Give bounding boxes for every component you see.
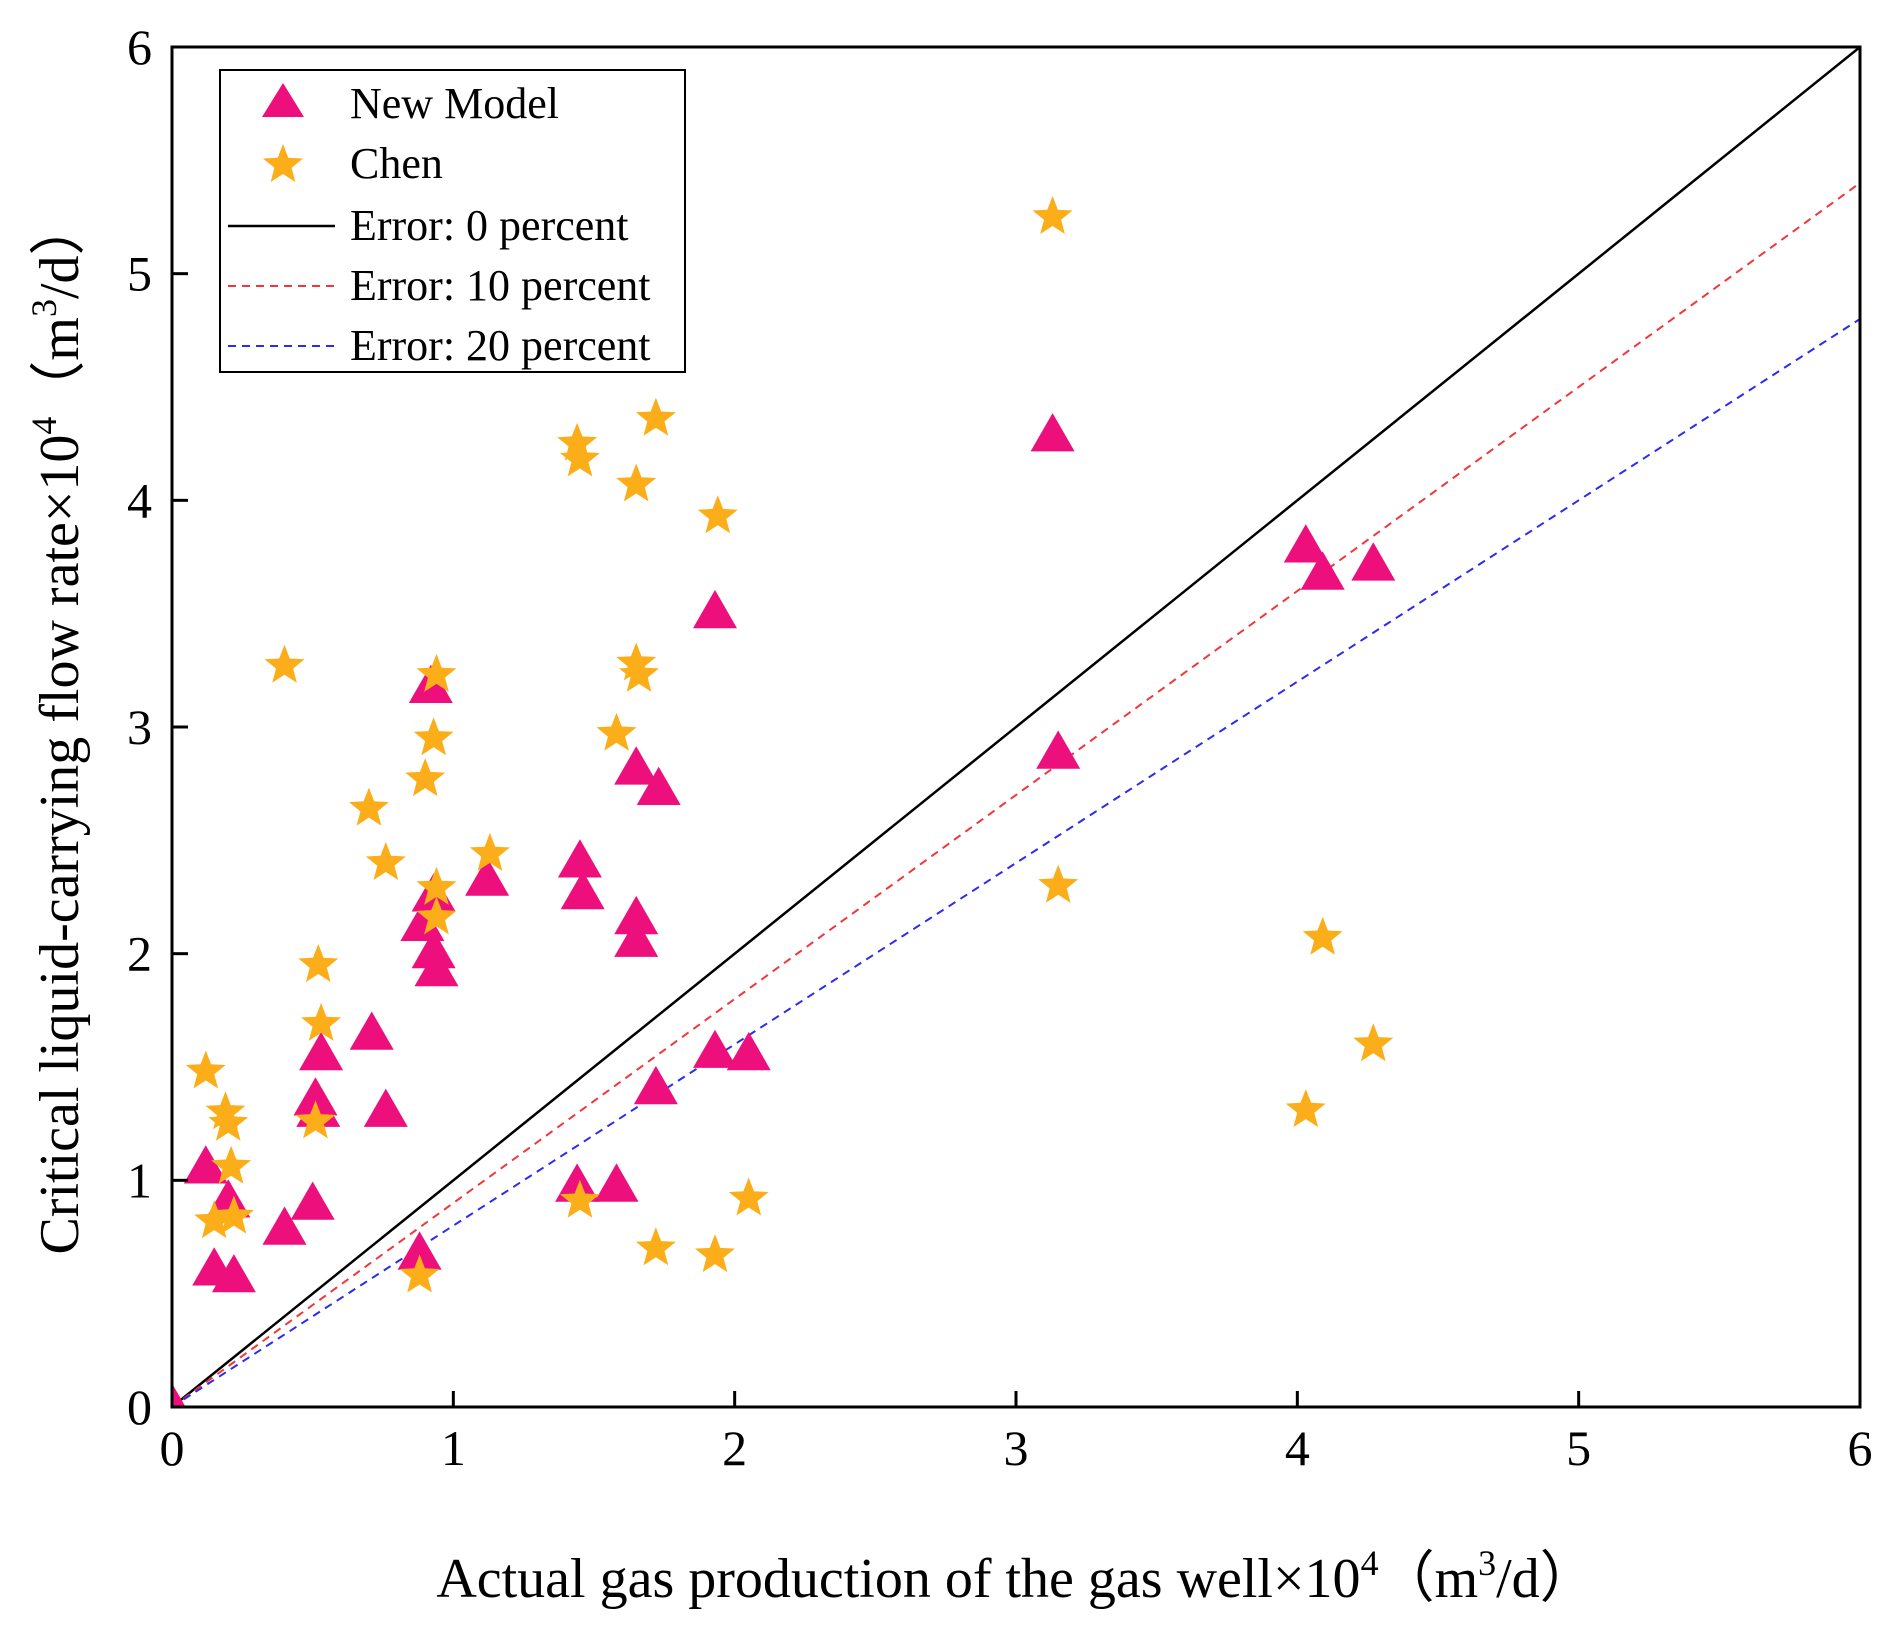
point-new-model-28 — [693, 589, 737, 629]
point-chen-23 — [616, 463, 657, 502]
point-chen-30 — [728, 1177, 769, 1216]
y-tick-label: 3 — [127, 699, 152, 755]
y-tick-label: 2 — [127, 926, 152, 982]
x-tick-label: 0 — [160, 1420, 185, 1476]
reference-lines — [172, 47, 1860, 1407]
point-chen-10 — [349, 787, 389, 826]
point-new-model-6 — [290, 1181, 335, 1220]
point-chen-28 — [697, 495, 738, 534]
point-new-model-23 — [614, 746, 659, 785]
point-chen-31 — [1032, 196, 1073, 234]
point-new-model-5 — [262, 1206, 307, 1245]
reference-line-2 — [172, 318, 1860, 1407]
point-chen-12 — [399, 1254, 440, 1293]
y-tick-label: 4 — [127, 472, 152, 528]
point-new-model-21 — [560, 871, 605, 910]
legend-chen-label: Chen — [350, 139, 443, 188]
point-new-model-26 — [636, 766, 681, 805]
point-chen-5 — [213, 1195, 254, 1234]
point-chen-22 — [596, 712, 637, 751]
y-axis: 0 1 2 3 4 5 6 — [127, 19, 188, 1435]
point-new-model-12 — [397, 1231, 442, 1270]
point-new-model-20 — [557, 839, 602, 878]
point-new-model-29 — [693, 1029, 737, 1068]
point-chen-0 — [185, 1050, 226, 1089]
point-new-model-35 — [1351, 542, 1396, 581]
point-new-model-27 — [633, 1065, 678, 1105]
x-tick-label: 2 — [722, 1420, 747, 1476]
point-new-model-32 — [1036, 730, 1081, 769]
point-chen-14 — [413, 717, 454, 756]
point-chen-20 — [560, 438, 600, 477]
point-chen-19 — [557, 422, 598, 461]
point-chen-3 — [208, 1102, 249, 1141]
x-axis: 0 1 2 3 4 5 6 — [160, 1391, 1873, 1476]
point-new-model-30 — [726, 1031, 771, 1071]
point-chen-25 — [619, 653, 659, 692]
point-new-model-22 — [594, 1163, 639, 1202]
point-new-model-19 — [555, 1163, 600, 1202]
point-new-model-25 — [614, 918, 659, 957]
point-chen-8 — [298, 944, 339, 982]
x-tick-label: 1 — [441, 1420, 466, 1476]
point-chen-18 — [469, 832, 510, 871]
x-tick-label: 6 — [1848, 1420, 1873, 1476]
legend-new-model-label: New Model — [350, 79, 559, 128]
y-axis-label: Critical liquid-carrying flow rate×104（m… — [24, 199, 91, 1254]
legend: New Model Chen Error: 0 percent Error: 1… — [219, 69, 686, 373]
point-chen-34 — [1302, 916, 1343, 955]
point-new-model-31 — [1030, 413, 1075, 452]
y-tick-label: 1 — [127, 1152, 152, 1208]
point-chen-11 — [365, 842, 406, 880]
point-new-model-0 — [172, 1383, 186, 1407]
x-tick-label: 5 — [1566, 1420, 1591, 1476]
point-chen-29 — [695, 1234, 735, 1273]
point-new-model-4 — [211, 1254, 256, 1293]
point-new-model-18 — [465, 857, 510, 896]
point-chen-6 — [264, 644, 305, 683]
point-chen-26 — [635, 397, 676, 436]
data-points — [172, 196, 1396, 1407]
point-new-model-11 — [363, 1088, 408, 1127]
point-chen-21 — [560, 1179, 600, 1218]
point-new-model-24 — [614, 895, 659, 935]
point-new-model-17 — [414, 948, 459, 987]
point-new-model-34 — [1300, 551, 1345, 590]
y-tick-label: 5 — [127, 246, 152, 302]
point-chen-33 — [1285, 1089, 1326, 1128]
y-tick-label: 6 — [127, 19, 152, 75]
point-chen-35 — [1353, 1023, 1394, 1062]
reference-line-0 — [172, 47, 1860, 1407]
point-chen-32 — [1038, 864, 1079, 903]
x-tick-label: 4 — [1285, 1420, 1310, 1476]
point-new-model-10 — [349, 1011, 394, 1050]
point-chen-1 — [194, 1200, 235, 1239]
legend-new-model-marker — [262, 83, 304, 117]
point-new-model-1 — [183, 1145, 228, 1184]
x-axis-label: Actual gas production of the gas well×10… — [436, 1543, 1595, 1610]
point-chen-15 — [416, 653, 457, 692]
point-chen-4 — [211, 1145, 252, 1184]
point-chen-7 — [295, 1100, 336, 1139]
point-chen-16 — [416, 866, 457, 905]
legend-error20-label: Error: 20 percent — [350, 321, 651, 370]
point-chen-13 — [405, 758, 446, 797]
point-new-model-9 — [299, 1031, 344, 1071]
legend-box — [219, 69, 686, 373]
point-chen-27 — [635, 1227, 676, 1266]
legend-chen-marker — [263, 144, 303, 182]
legend-error10-label: Error: 10 percent — [350, 261, 651, 310]
point-new-model-33 — [1283, 524, 1328, 563]
point-chen-17 — [416, 896, 457, 935]
y-tick-label: 0 — [127, 1379, 152, 1435]
x-tick-label: 3 — [1004, 1420, 1029, 1476]
point-new-model-16 — [411, 929, 456, 969]
legend-error0-label: Error: 0 percent — [350, 201, 629, 250]
point-new-model-3 — [206, 1179, 251, 1218]
point-chen-9 — [301, 1002, 342, 1041]
reference-line-1 — [172, 182, 1860, 1407]
